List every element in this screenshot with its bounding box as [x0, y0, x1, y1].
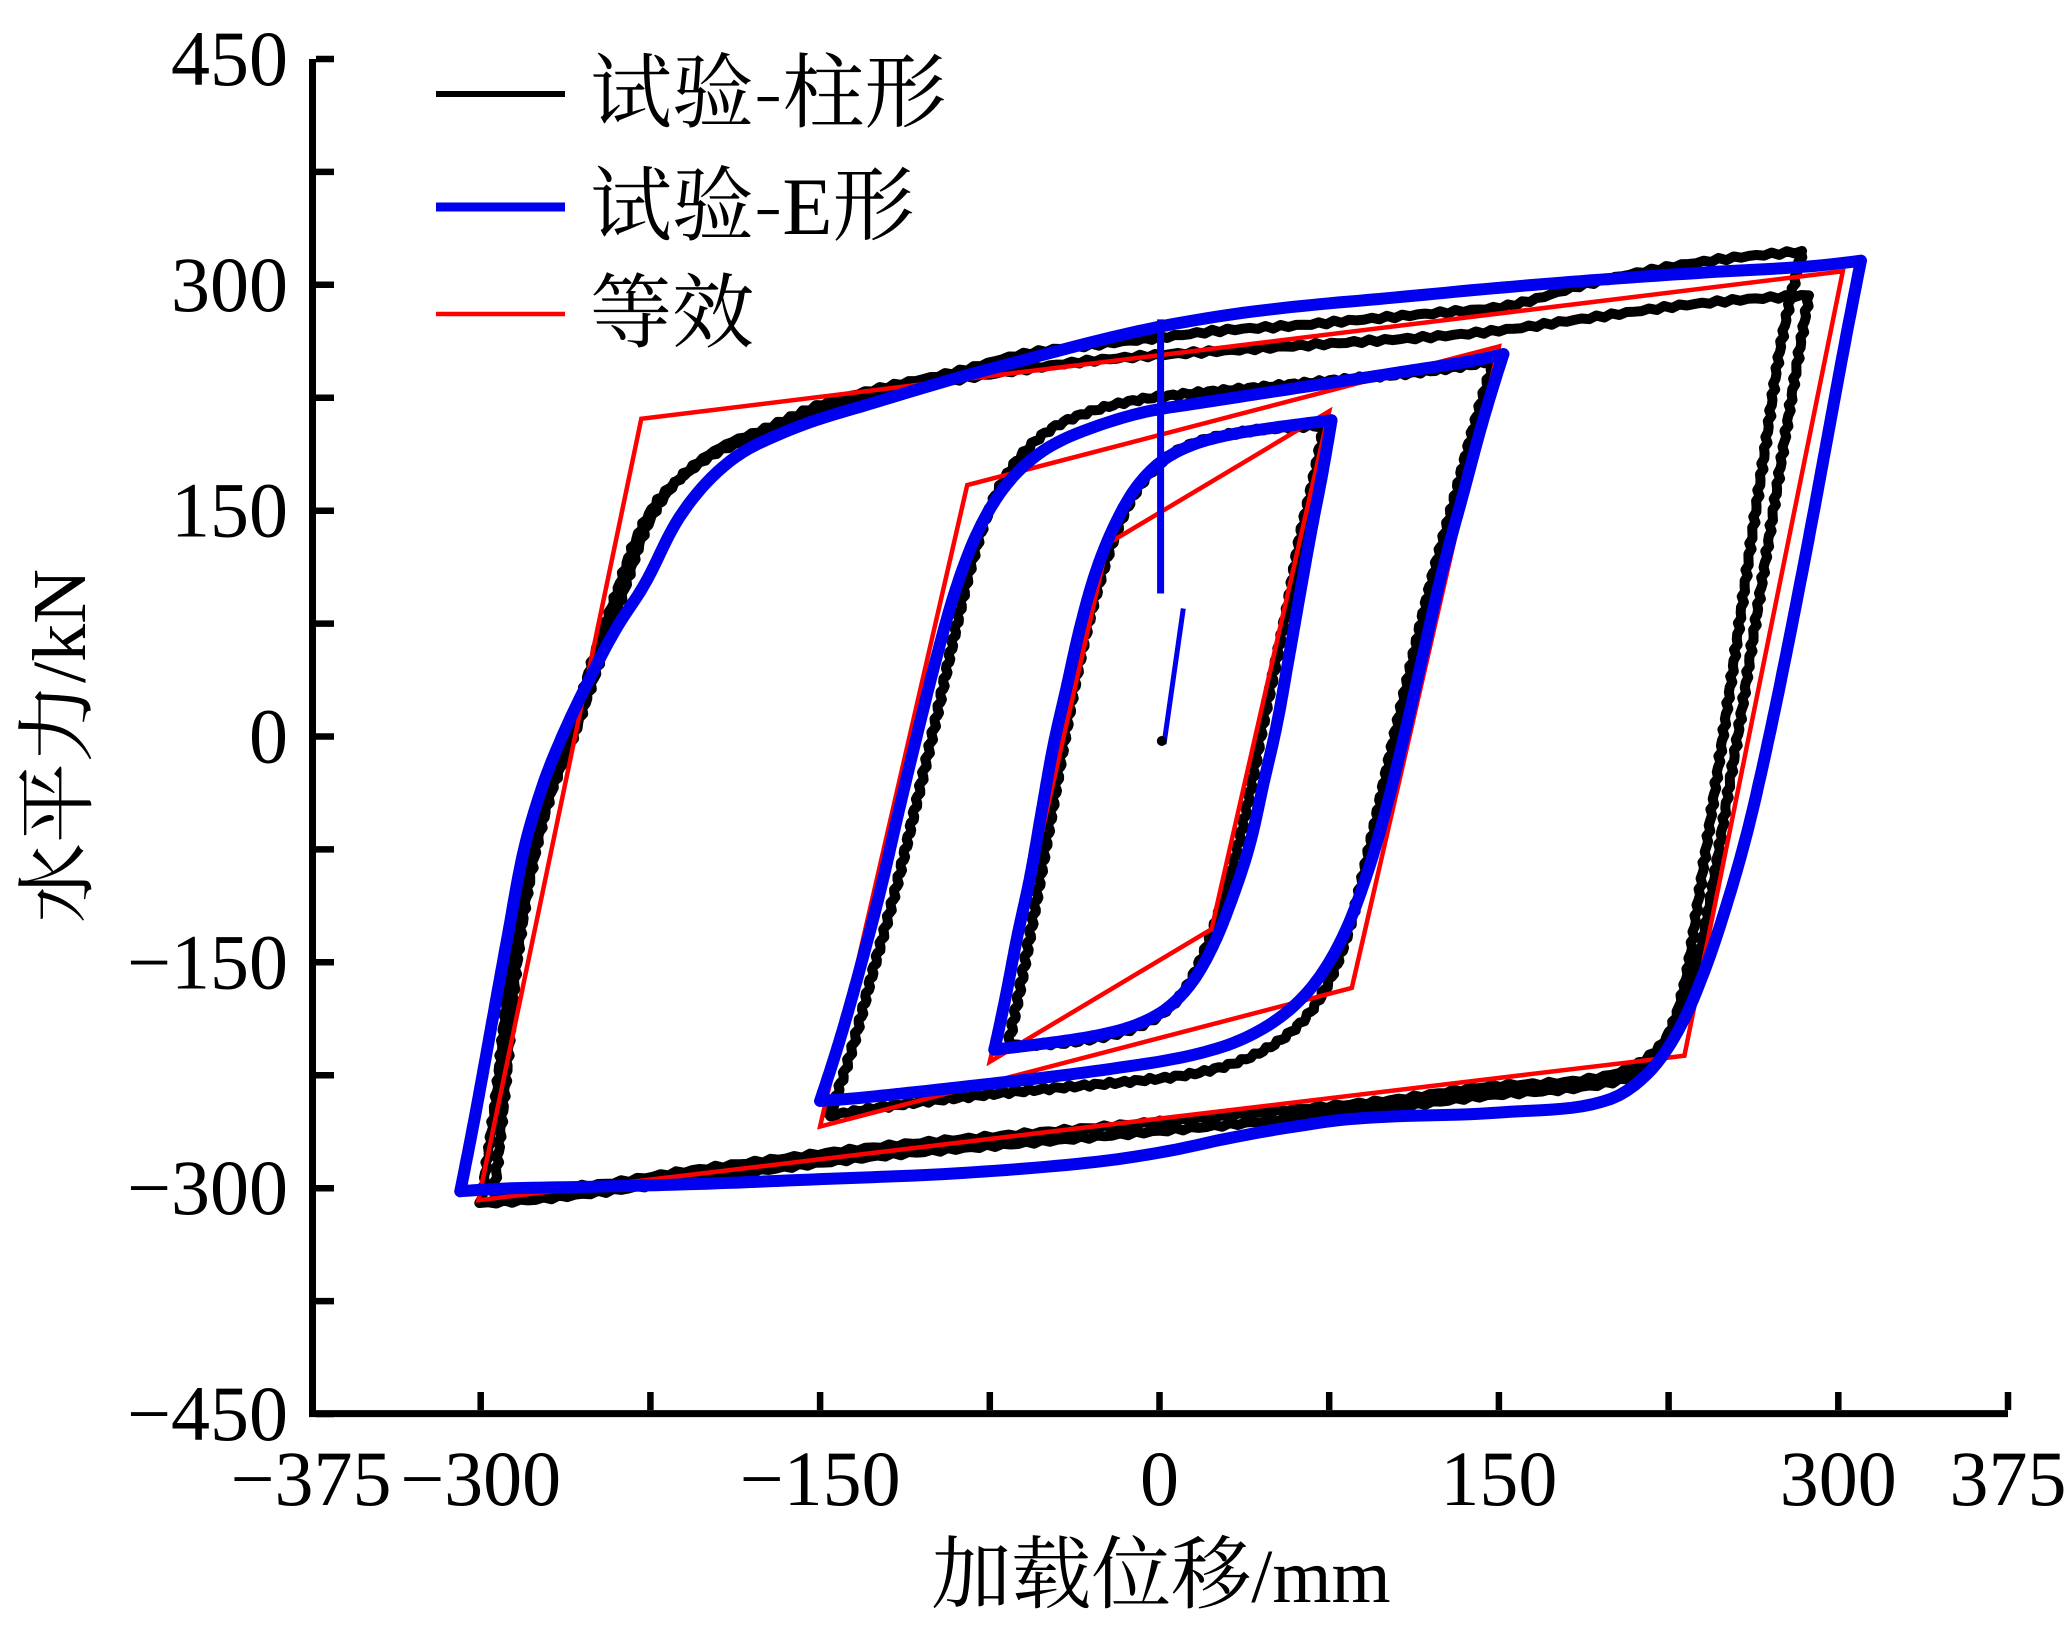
svg-text:0: 0 — [1140, 1435, 1179, 1522]
svg-text:−375: −375 — [231, 1435, 392, 1522]
svg-text:/mm: /mm — [1251, 1535, 1390, 1619]
svg-text:375: 375 — [1950, 1435, 2064, 1522]
svg-text:300: 300 — [171, 241, 288, 328]
svg-text:/kN: /kN — [18, 569, 102, 683]
svg-text:300: 300 — [1780, 1435, 1897, 1522]
svg-text:150: 150 — [171, 467, 288, 554]
svg-text:E: E — [782, 161, 832, 252]
svg-text:0: 0 — [249, 693, 288, 780]
svg-text:450: 450 — [171, 15, 288, 102]
svg-text:150: 150 — [1440, 1435, 1557, 1522]
svg-text:−300: −300 — [127, 1144, 288, 1231]
svg-text:−150: −150 — [740, 1435, 901, 1522]
svg-text:−150: −150 — [127, 918, 288, 1005]
svg-text:−300: −300 — [400, 1435, 561, 1522]
